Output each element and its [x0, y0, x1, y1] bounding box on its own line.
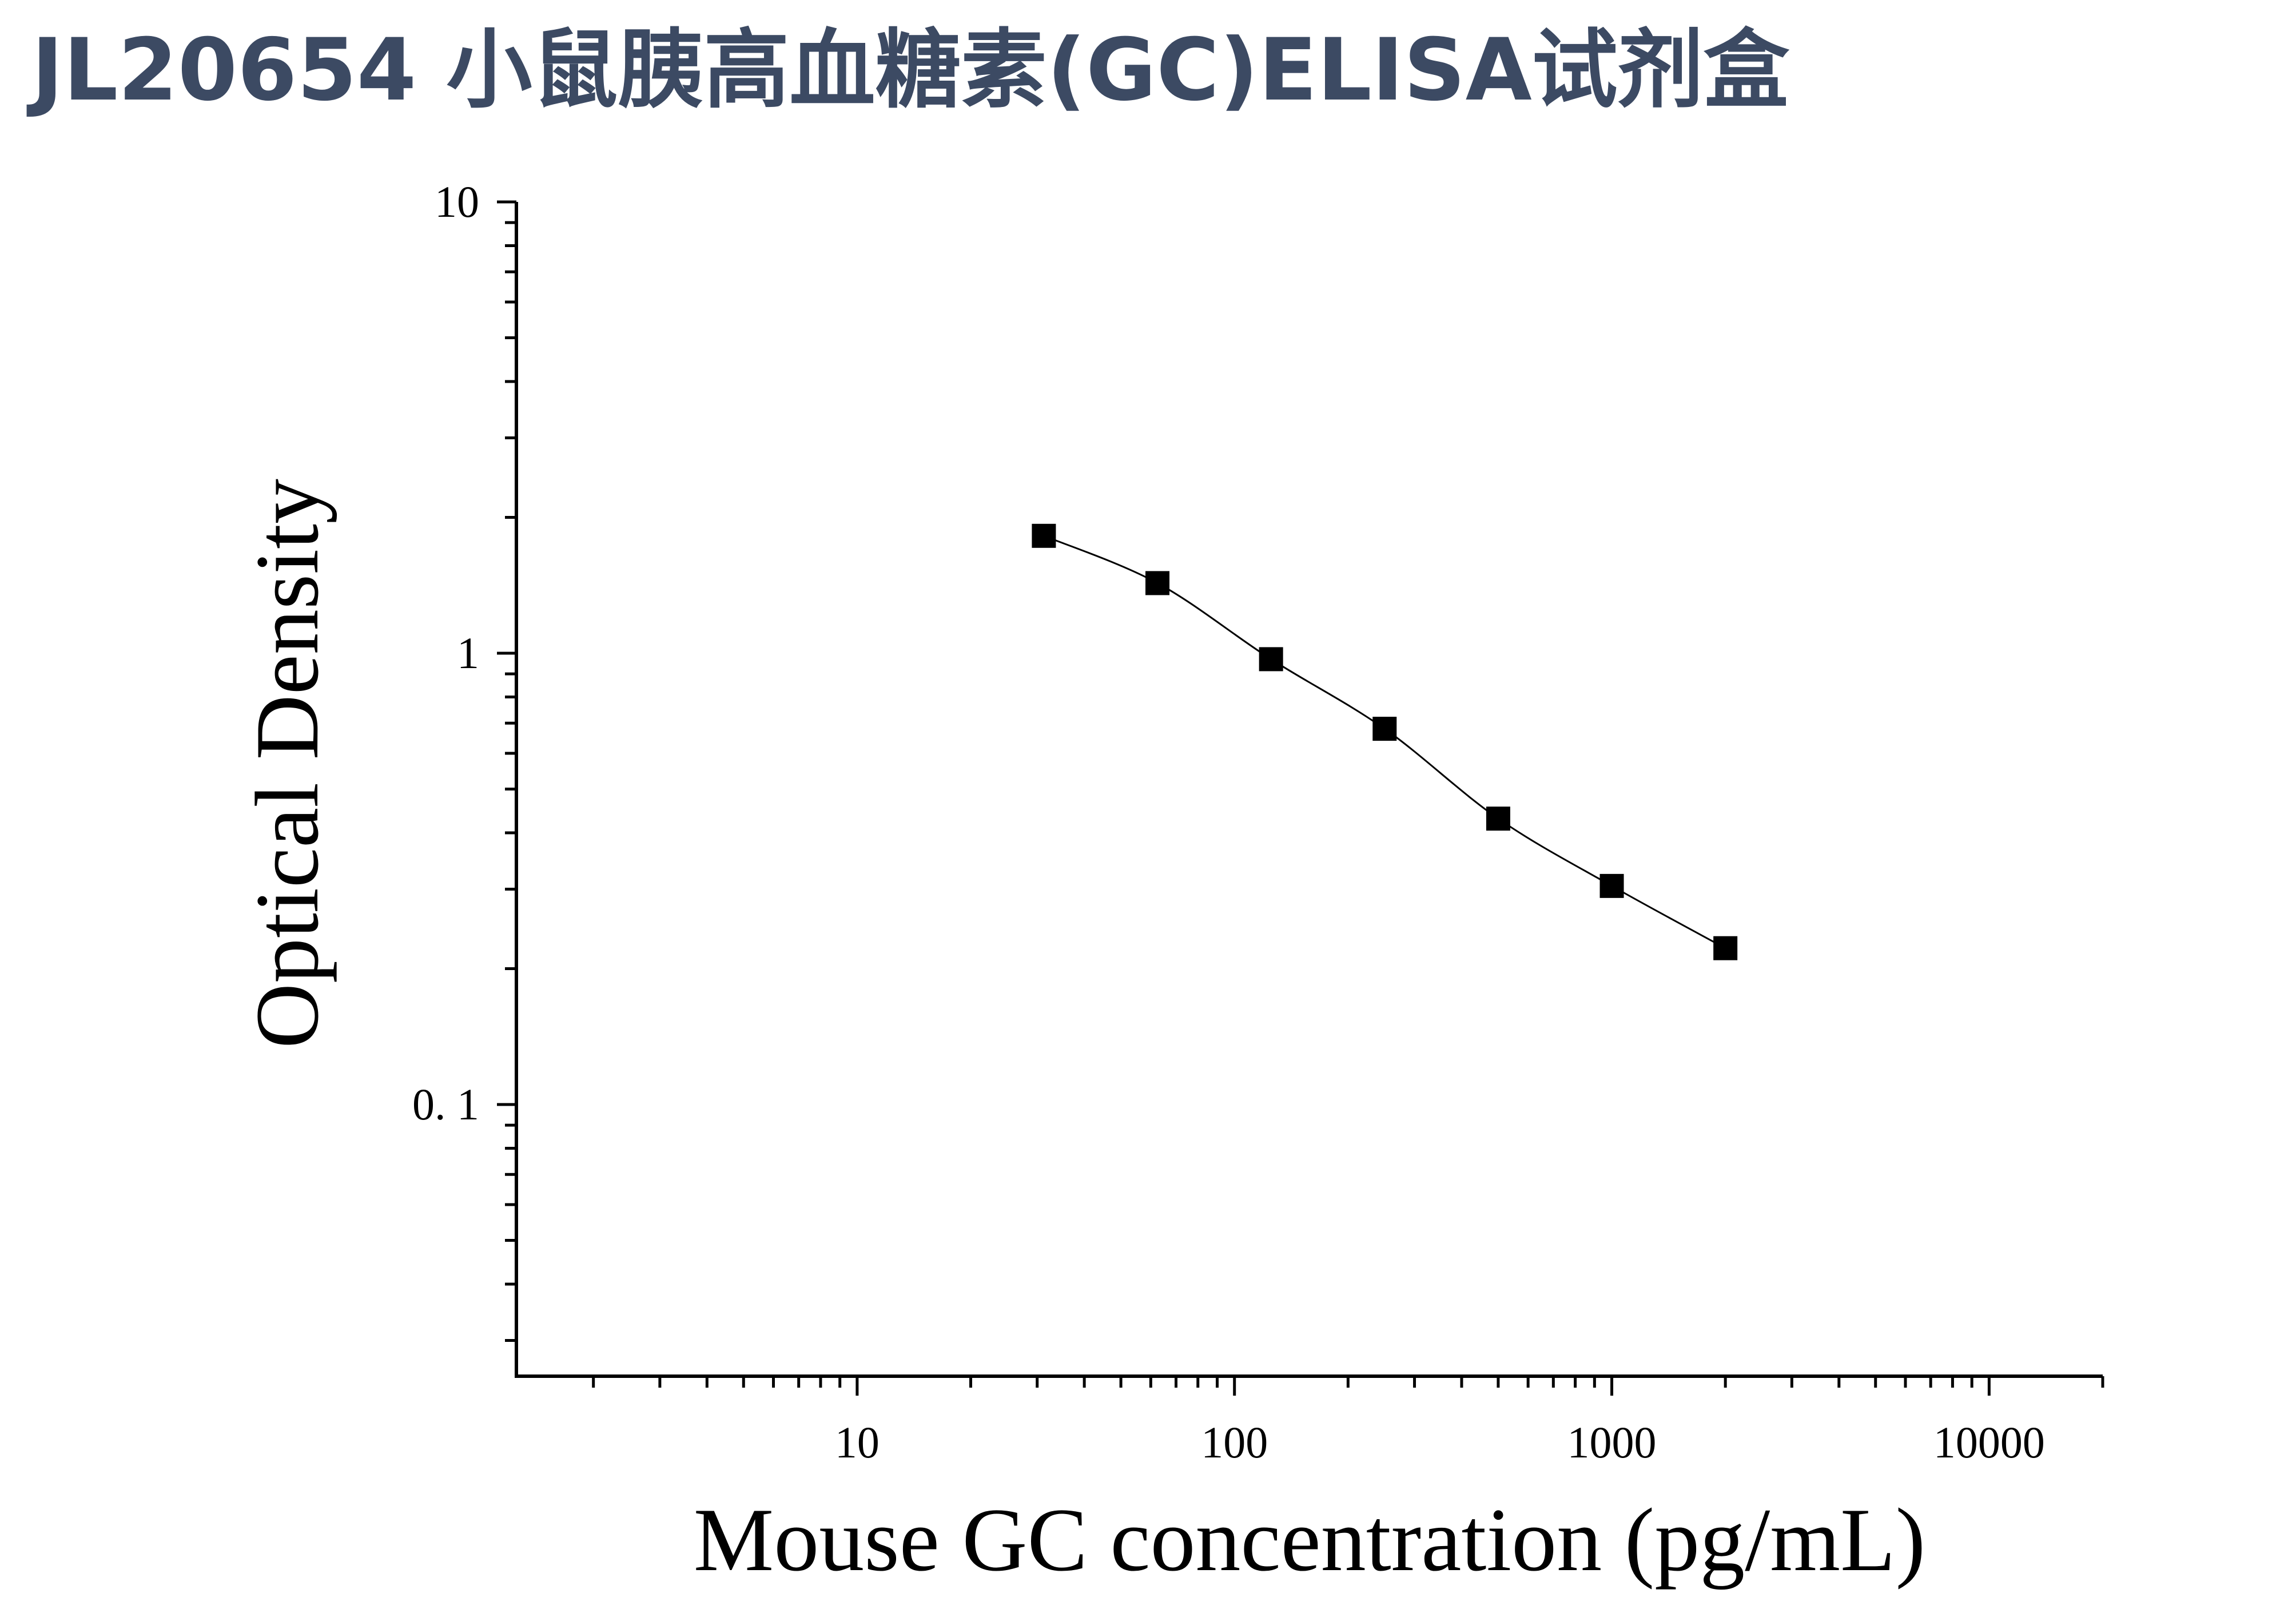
data-point: [1259, 647, 1283, 672]
data-point: [1145, 571, 1170, 595]
axis-ticks: [497, 200, 2104, 1396]
x-tick-label: 10000: [1933, 1417, 2045, 1467]
x-axis-title: Mouse GC concentration (pg/mL): [694, 1490, 1925, 1590]
data-point: [1032, 523, 1056, 548]
y-tick-label: 10: [435, 177, 479, 227]
page-title: JL20654 小鼠胰高血糖素(GC)ELISA试剂盒: [31, 21, 1789, 120]
x-tick-label: 1000: [1567, 1417, 1657, 1467]
y-axis-title: Optical Density: [237, 479, 337, 1048]
data-point: [1486, 807, 1510, 831]
data-points: [1032, 523, 1738, 960]
tick-labels: 10 100 1000 10000 0. 1 1 10: [412, 177, 2045, 1467]
data-point: [1599, 873, 1624, 898]
x-tick-label: 10: [835, 1417, 880, 1467]
data-point: [1713, 936, 1738, 960]
y-tick-label: 1: [457, 628, 479, 678]
data-point: [1372, 717, 1397, 741]
y-tick-label: 0. 1: [412, 1079, 479, 1129]
x-tick-label: 100: [1201, 1417, 1268, 1467]
